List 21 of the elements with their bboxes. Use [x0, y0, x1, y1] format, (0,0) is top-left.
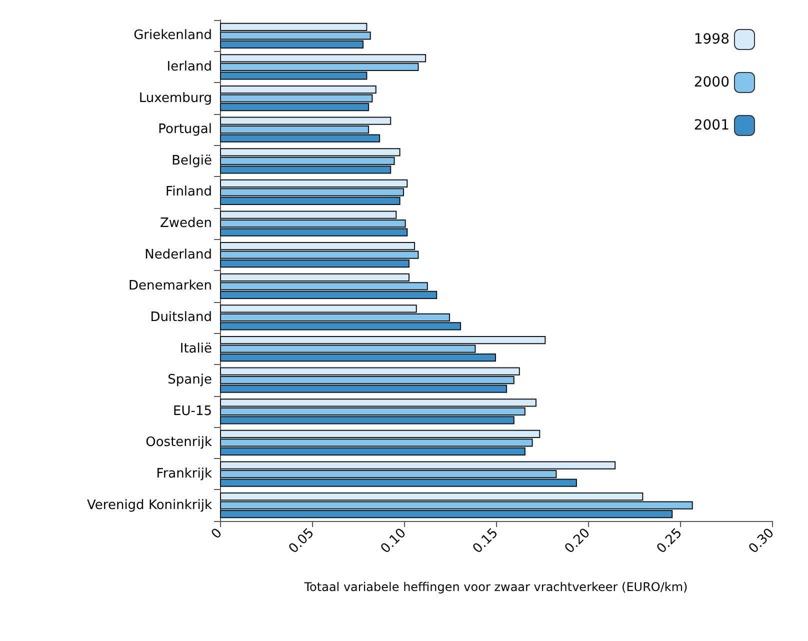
x-axis-title: Totaal variabele heffingen voor zwaar vrachtverkeer (EURO/km): [303, 580, 688, 594]
y-tick-label: Griekenland: [134, 28, 212, 44]
y-tick-label: Ierland: [166, 59, 212, 74]
y-tick-label: Frankrijk: [156, 466, 212, 482]
y-tick-label: Italië: [180, 341, 212, 356]
y-tick-label: Zweden: [160, 216, 212, 232]
legend-label: 2001: [694, 118, 730, 134]
x-tick-label: 0: [208, 526, 226, 542]
y-tick-label: Duitsland: [150, 310, 212, 325]
y-tick-label: Finland: [166, 184, 212, 200]
y-tick-label: België: [172, 153, 212, 168]
legend-label: 1998: [694, 32, 730, 48]
y-tick-label: Denemarken: [128, 278, 212, 294]
y-tick-label: Spanje: [168, 372, 212, 388]
y-tick-label: EU-15: [173, 404, 212, 419]
y-tick-label: Verenigd Koninkrijk: [87, 498, 212, 513]
y-tick-label: Nederland: [144, 247, 212, 262]
legend-label: 2000: [694, 74, 730, 90]
y-tick-label: Portugal: [158, 122, 212, 138]
y-tick-label: Oostenrijk: [146, 435, 212, 450]
y-tick-label: Luxemburg: [138, 90, 212, 106]
